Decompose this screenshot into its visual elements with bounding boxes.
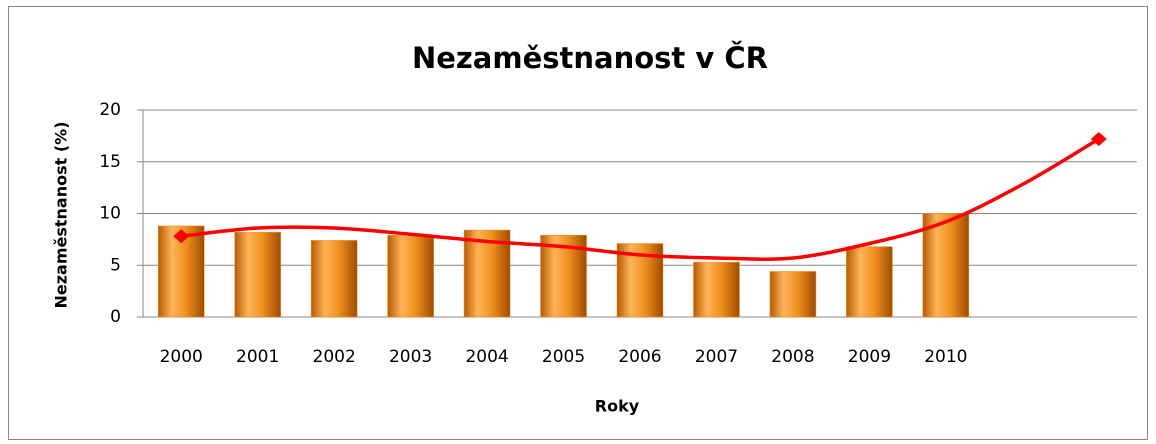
bar — [922, 213, 970, 318]
x-tick-label: 2002 — [313, 347, 356, 367]
x-axis-label: Roky — [595, 397, 640, 416]
y-axis-label: Nezaměstnanost (%) — [52, 121, 71, 308]
y-tick-label: 15 — [99, 152, 121, 172]
x-tick-label: 2009 — [848, 347, 891, 367]
x-tick-label: 2010 — [924, 347, 967, 367]
y-tick-label: 20 — [99, 100, 121, 120]
x-tick-label: 2006 — [618, 347, 661, 367]
x-tick-label: 2005 — [542, 347, 585, 367]
bar — [846, 246, 893, 318]
line-marker — [173, 229, 190, 244]
bar — [769, 271, 817, 318]
y-tick-label: 10 — [99, 204, 121, 224]
x-tick-label: 2000 — [160, 347, 203, 367]
y-tick-label: 0 — [110, 307, 121, 327]
x-tick-label: 2001 — [236, 347, 279, 367]
x-tick-label: 2008 — [771, 347, 814, 367]
bar — [693, 261, 740, 318]
bar — [310, 240, 358, 318]
chart-title: Nezaměstnanost v ČR — [412, 41, 768, 75]
bar — [387, 234, 434, 318]
bar — [234, 231, 281, 318]
line-marker — [1090, 131, 1107, 146]
bar — [463, 229, 511, 318]
trend-line — [181, 137, 1100, 261]
x-tick-label: 2003 — [389, 347, 432, 367]
y-tick-label: 5 — [110, 255, 121, 275]
x-tick-label: 2004 — [465, 347, 508, 367]
x-tick-label: 2007 — [695, 347, 738, 367]
